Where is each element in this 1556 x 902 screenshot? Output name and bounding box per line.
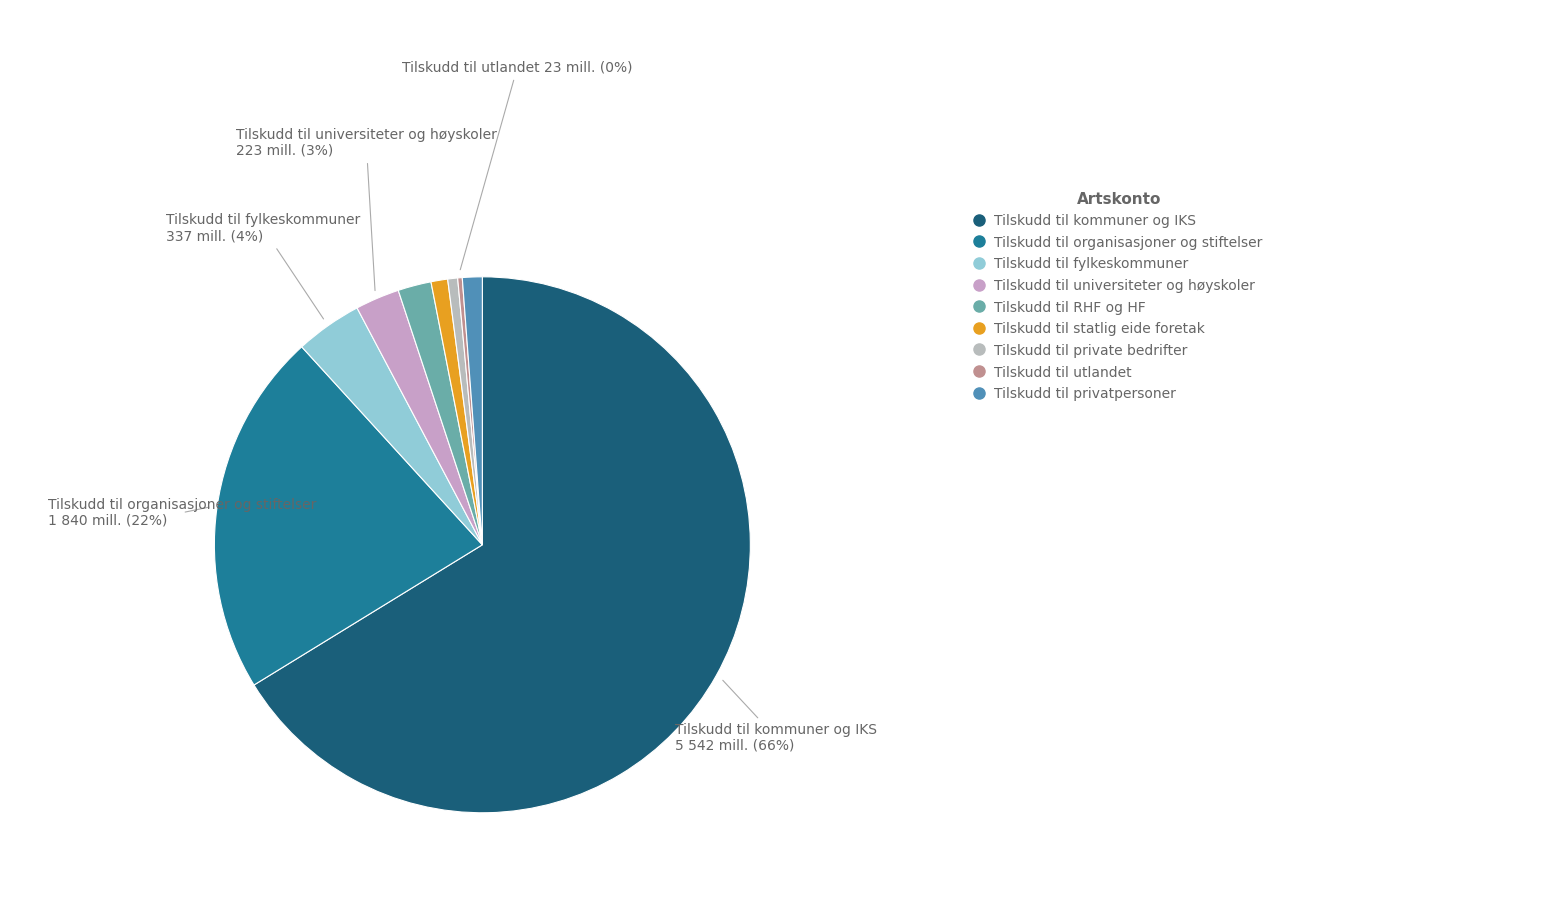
Wedge shape xyxy=(302,308,482,545)
Wedge shape xyxy=(254,277,750,813)
Wedge shape xyxy=(431,279,482,545)
Text: Tilskudd til organisasjoner og stiftelser
1 840 mill. (22%): Tilskudd til organisasjoner og stiftelse… xyxy=(48,498,316,528)
Text: Tilskudd til utlandet 23 mill. (0%): Tilskudd til utlandet 23 mill. (0%) xyxy=(401,60,632,270)
Legend: Tilskudd til kommuner og IKS, Tilskudd til organisasjoner og stiftelser, Tilskud: Tilskudd til kommuner og IKS, Tilskudd t… xyxy=(971,188,1267,405)
Wedge shape xyxy=(448,278,482,545)
Text: Tilskudd til fylkeskommuner
337 mill. (4%): Tilskudd til fylkeskommuner 337 mill. (4… xyxy=(166,214,361,319)
Text: Tilskudd til universiteter og høyskoler
223 mill. (3%): Tilskudd til universiteter og høyskoler … xyxy=(237,128,496,290)
Wedge shape xyxy=(462,277,482,545)
Wedge shape xyxy=(215,347,482,685)
Wedge shape xyxy=(356,290,482,545)
Text: Tilskudd til kommuner og IKS
5 542 mill. (66%): Tilskudd til kommuner og IKS 5 542 mill.… xyxy=(675,680,878,753)
Wedge shape xyxy=(398,281,482,545)
Wedge shape xyxy=(457,278,482,545)
